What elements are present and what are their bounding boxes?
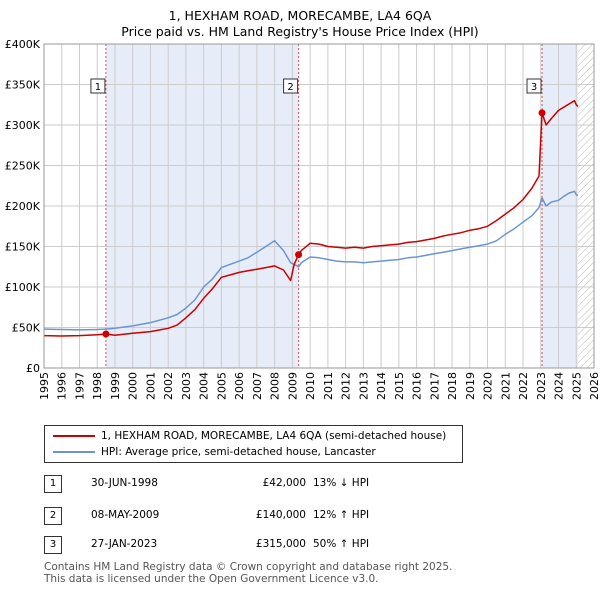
transaction-point — [538, 109, 546, 117]
transaction-date: 08-MAY-2009 — [91, 509, 160, 521]
x-tick-label: 2002 — [162, 372, 175, 400]
x-tick-label: 1999 — [109, 372, 122, 400]
x-tick-label: 2011 — [322, 372, 335, 400]
x-tick-label: 1997 — [73, 372, 86, 400]
transaction-hpi-diff: 50% ↑ HPI — [313, 538, 370, 550]
x-tick-label: 2014 — [375, 372, 388, 400]
transaction-label-box — [526, 78, 542, 94]
x-tick-label: 1995 — [38, 372, 51, 400]
x-tick-label: 2012 — [340, 372, 353, 400]
x-tick-label: 2003 — [180, 372, 193, 400]
transaction-date: 27-JAN-2023 — [91, 538, 158, 550]
footer-copyright: Contains HM Land Registry data © Crown c… — [44, 561, 453, 573]
y-tick-label: £200K — [5, 200, 41, 213]
legend-swatch-hpi — [53, 451, 95, 453]
transaction-price: £140,000 — [255, 509, 306, 521]
transaction-point — [295, 251, 303, 259]
x-tick-label: 2015 — [393, 372, 406, 400]
x-tick-label: 2001 — [144, 372, 157, 400]
x-tick-label: 2025 — [570, 372, 583, 400]
x-tick-label: 2024 — [553, 372, 566, 400]
x-tick-label: 2009 — [286, 372, 299, 400]
y-tick-label: £150K — [5, 241, 41, 254]
transaction-badge: 3 — [44, 536, 62, 554]
y-tick-label: £50K — [12, 322, 41, 335]
plot-frame — [43, 43, 595, 369]
y-tick-label: £400K — [5, 38, 41, 51]
x-tick-label: 2019 — [464, 372, 477, 400]
chart-subtitle: Price paid vs. HM Land Registry's House … — [121, 24, 479, 39]
legend-label-property: 1, HEXHAM ROAD, MORECAMBE, LA4 6QA (semi… — [101, 430, 447, 442]
x-tick-label: 2022 — [517, 372, 530, 400]
transaction-price: £315,000 — [255, 538, 306, 550]
y-tick-label: £300K — [5, 119, 41, 132]
x-tick-label: 2017 — [428, 372, 441, 400]
property-price-line — [43, 99, 579, 337]
x-tick-label: 2005 — [215, 372, 228, 400]
x-tick-label: 2026 — [588, 372, 600, 400]
x-tick-label: 2013 — [357, 372, 370, 400]
transaction-hpi-diff: 12% ↑ HPI — [313, 509, 370, 521]
y-tick-label: £350K — [5, 79, 41, 92]
transaction-price: £42,000 — [262, 477, 306, 489]
footer-license: This data is licensed under the Open Gov… — [44, 573, 379, 585]
transaction-label: 2 — [287, 82, 293, 93]
transaction-label: 3 — [531, 82, 537, 93]
x-tick-label: 2006 — [233, 372, 246, 400]
transaction-label-box — [90, 78, 106, 94]
hpi-line — [43, 190, 579, 331]
transaction-hpi-diff: 13% ↓ HPI — [313, 477, 370, 489]
x-tick-label: 2021 — [499, 372, 512, 400]
chart-legend: 1, HEXHAM ROAD, MORECAMBE, LA4 6QA (semi… — [44, 425, 463, 463]
x-tick-label: 1998 — [91, 372, 104, 400]
transaction-date: 30-JUN-1998 — [91, 477, 158, 489]
transaction-point — [102, 330, 110, 338]
legend-swatch-property — [53, 435, 95, 437]
x-tick-label: 2008 — [269, 372, 282, 400]
x-tick-label: 2007 — [251, 372, 264, 400]
y-tick-label: £250K — [5, 160, 41, 173]
transaction-badge: 1 — [44, 475, 62, 493]
x-tick-label: 2010 — [304, 372, 317, 400]
x-tick-label: 2023 — [535, 372, 548, 400]
x-tick-label: 2018 — [446, 372, 459, 400]
transaction-label: 1 — [95, 82, 101, 93]
x-tick-label: 2020 — [482, 372, 495, 400]
transaction-badge: 2 — [44, 507, 62, 525]
y-tick-label: £0 — [26, 362, 40, 375]
transaction-label-box — [283, 78, 299, 94]
x-tick-label: 2004 — [198, 372, 211, 400]
y-tick-label: £100K — [5, 281, 41, 294]
legend-label-hpi: HPI: Average price, semi-detached house,… — [101, 446, 376, 458]
x-tick-label: 1996 — [56, 372, 69, 400]
x-tick-label: 2016 — [411, 372, 424, 400]
x-tick-label: 2000 — [127, 372, 140, 400]
chart-title: 1, HEXHAM ROAD, MORECAMBE, LA4 6QA — [168, 8, 432, 23]
price-chart: 1 2 3 £0 £50K £100K £150K £200K £250K £300K £350K… — [5, 38, 600, 400]
